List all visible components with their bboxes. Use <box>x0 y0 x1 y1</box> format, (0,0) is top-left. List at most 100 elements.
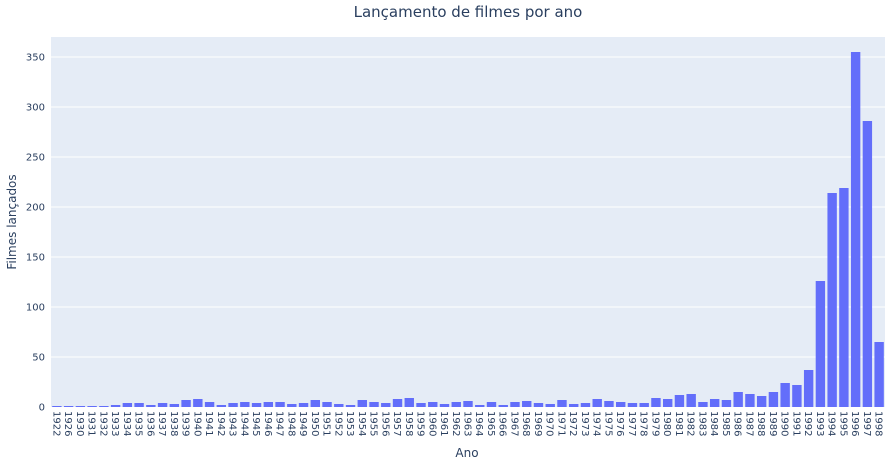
bar <box>404 398 414 407</box>
bar <box>381 403 391 407</box>
x-tick-label: 1982 <box>685 411 696 436</box>
bar <box>569 404 579 407</box>
bar <box>146 405 156 407</box>
x-tick-label: 1922 <box>50 411 61 436</box>
bar <box>803 370 814 407</box>
y-tick-label: 200 <box>26 203 45 214</box>
x-tick-label: 1955 <box>368 411 379 436</box>
x-tick-label: 1974 <box>591 411 602 436</box>
bar <box>275 402 285 407</box>
bar <box>709 399 720 407</box>
bar <box>592 399 602 407</box>
x-tick-label: 1994 <box>826 411 837 436</box>
y-axis-ticks: 0 50 100 150 200 250 300 350 <box>26 53 45 414</box>
bar <box>662 399 673 407</box>
x-tick-label: 1938 <box>168 411 179 436</box>
bar <box>651 398 661 407</box>
bar <box>181 400 191 407</box>
x-tick-label: 1993 <box>814 411 825 436</box>
x-tick-label: 1981 <box>673 411 684 436</box>
bar <box>216 405 227 407</box>
bar <box>756 396 767 407</box>
bar <box>850 52 861 407</box>
x-tick-label: 1941 <box>203 411 214 436</box>
x-tick-label: 1930 <box>74 411 85 436</box>
bar <box>263 402 274 407</box>
bar <box>604 401 614 407</box>
bar <box>545 404 555 407</box>
x-tick-label: 1968 <box>520 411 531 436</box>
x-tick-label: 1972 <box>567 411 578 436</box>
x-tick-label: 1975 <box>602 411 613 436</box>
x-tick-label: 1931 <box>86 411 97 436</box>
x-tick-label: 1980 <box>661 411 672 436</box>
bars <box>52 52 884 407</box>
bar <box>627 403 638 407</box>
bar <box>99 406 109 407</box>
x-tick-label: 1962 <box>450 411 461 436</box>
x-tick-label: 1987 <box>743 411 754 436</box>
y-tick-label: 300 <box>26 103 45 114</box>
bar <box>745 394 755 407</box>
x-tick-label: 1958 <box>403 411 414 436</box>
bar <box>475 405 485 407</box>
bar <box>428 402 438 407</box>
x-tick-label: 1966 <box>497 411 508 436</box>
x-tick-label: 1946 <box>262 411 273 436</box>
x-tick-label: 1950 <box>309 411 320 436</box>
x-axis-ticks: 1922 1926 1930 1931 1932 1933 1934 1935 1936 1937… <box>50 411 883 436</box>
bar <box>334 404 344 407</box>
x-tick-label: 1944 <box>238 411 249 436</box>
bar <box>768 392 779 407</box>
y-tick-label: 350 <box>26 53 45 64</box>
bar <box>439 404 450 407</box>
bar <box>874 342 884 407</box>
y-tick-label: 250 <box>26 153 45 164</box>
gridlines <box>51 56 885 358</box>
bar <box>193 399 203 407</box>
bar <box>251 403 262 407</box>
bar <box>52 406 62 407</box>
x-tick-label: 1979 <box>649 411 660 436</box>
x-tick-label: 1961 <box>438 411 449 436</box>
bar <box>157 403 168 407</box>
bar <box>533 403 544 407</box>
x-tick-label: 1988 <box>755 411 766 436</box>
bar <box>463 401 473 407</box>
x-tick-label: 1934 <box>121 411 132 436</box>
bar <box>87 406 97 407</box>
x-tick-label: 1967 <box>508 411 519 436</box>
x-tick-label: 1926 <box>62 411 73 436</box>
x-tick-label: 1939 <box>180 411 191 436</box>
x-tick-label: 1949 <box>297 411 308 436</box>
x-tick-label: 1956 <box>379 411 390 436</box>
x-tick-label: 1932 <box>97 411 108 436</box>
x-tick-label: 1989 <box>767 411 778 436</box>
bar <box>63 406 74 407</box>
x-tick-label: 1937 <box>156 411 167 436</box>
x-tick-label: 1960 <box>426 411 437 436</box>
x-tick-label: 1942 <box>215 411 226 436</box>
y-tick-label: 100 <box>26 303 45 314</box>
x-tick-label: 1986 <box>732 411 743 436</box>
bar <box>580 403 591 407</box>
bar <box>369 402 379 407</box>
bar <box>498 405 508 407</box>
x-tick-label: 1953 <box>344 411 355 436</box>
x-tick-label: 1973 <box>579 411 590 436</box>
bar <box>169 404 180 407</box>
bar <box>510 402 520 407</box>
y-tick-label: 50 <box>32 353 45 364</box>
x-tick-label: 1935 <box>133 411 144 436</box>
x-tick-label: 1965 <box>485 411 496 436</box>
bar <box>674 395 685 407</box>
x-tick-label: 1992 <box>802 411 813 436</box>
plot-background <box>51 37 885 407</box>
bar <box>721 400 732 407</box>
bar <box>486 402 497 407</box>
bar <box>228 403 238 407</box>
bar <box>392 399 403 407</box>
x-tick-label: 1959 <box>415 411 426 436</box>
x-tick-label: 1985 <box>720 411 731 436</box>
